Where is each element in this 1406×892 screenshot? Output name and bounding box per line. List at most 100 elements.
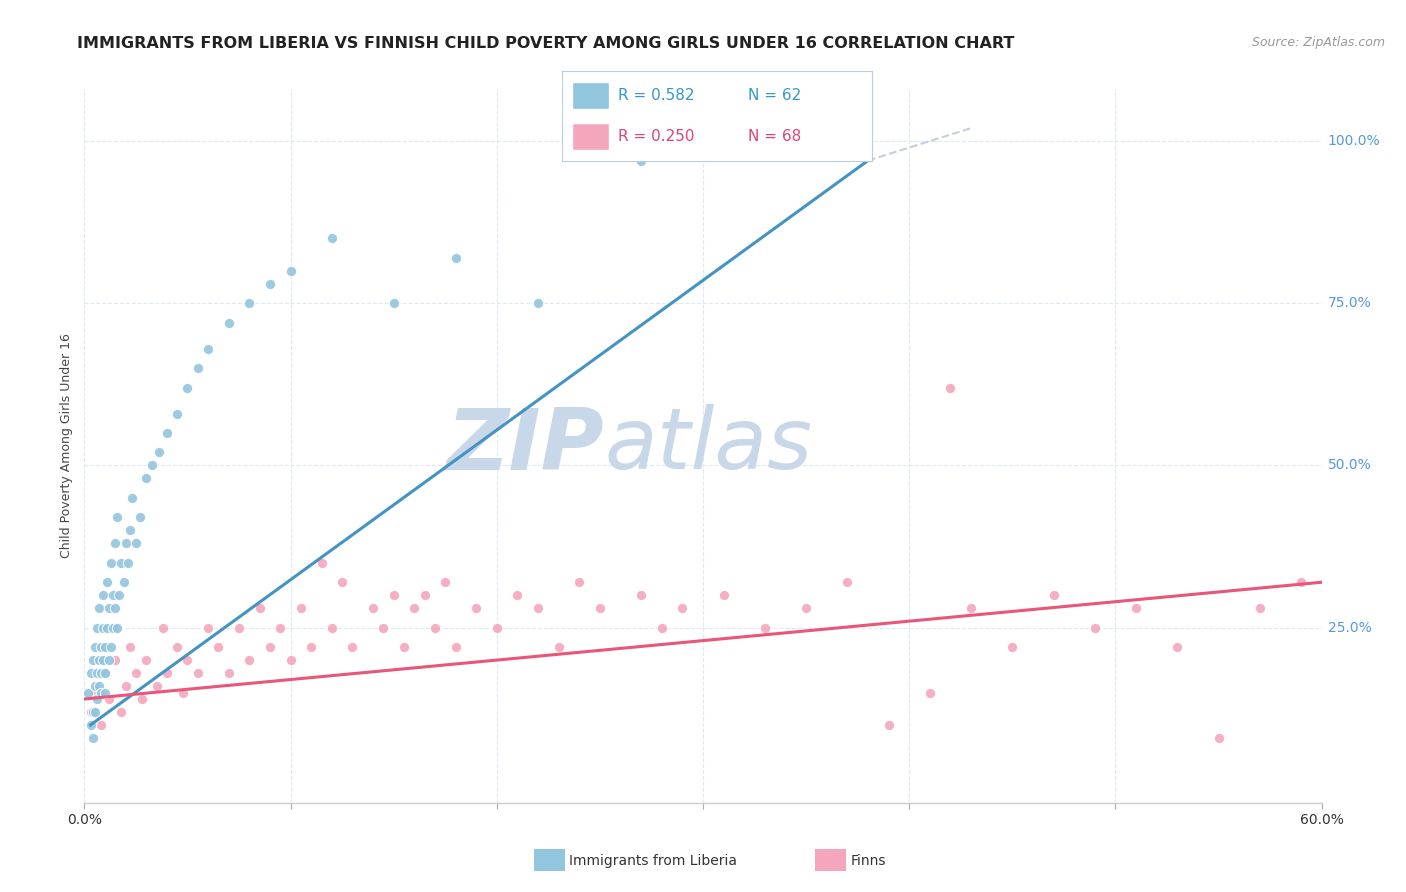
Point: [290, 601, 312, 615]
Point: [125, 536, 148, 550]
Point: [218, 316, 240, 330]
Point: [392, 640, 415, 654]
Point: [465, 601, 488, 615]
Point: [837, 575, 859, 590]
Point: [382, 588, 405, 602]
Point: [1042, 588, 1064, 602]
Point: [135, 471, 157, 485]
Point: [82, 705, 104, 719]
Point: [103, 588, 125, 602]
Text: ZIP: ZIP: [446, 404, 605, 488]
Point: [176, 653, 198, 667]
Point: [90, 718, 112, 732]
FancyBboxPatch shape: [572, 123, 609, 150]
Point: [90, 640, 112, 654]
Point: [98, 692, 121, 706]
Point: [187, 666, 209, 681]
Point: [527, 296, 550, 310]
Point: [630, 588, 652, 602]
Point: [228, 621, 250, 635]
Point: [98, 601, 121, 615]
Point: [110, 556, 132, 570]
Text: 25.0%: 25.0%: [1327, 621, 1372, 634]
Point: [82, 731, 104, 745]
Point: [90, 685, 112, 699]
Point: [87, 653, 110, 667]
Point: [141, 458, 163, 473]
Point: [547, 640, 569, 654]
Point: [630, 153, 652, 168]
Point: [121, 491, 143, 505]
Point: [79, 718, 101, 732]
Point: [960, 601, 983, 615]
Point: [342, 640, 364, 654]
Point: [423, 621, 446, 635]
Point: [91, 588, 114, 602]
Point: [249, 601, 271, 615]
Point: [125, 666, 148, 681]
Point: [156, 425, 179, 440]
Point: [207, 640, 229, 654]
Point: [135, 653, 157, 667]
Point: [87, 679, 110, 693]
Point: [259, 277, 281, 291]
Point: [100, 556, 122, 570]
Text: 100.0%: 100.0%: [1327, 134, 1381, 148]
Point: [86, 621, 108, 635]
Point: [1084, 621, 1107, 635]
Point: [83, 640, 105, 654]
Point: [104, 653, 127, 667]
Point: [172, 685, 194, 699]
Point: [166, 407, 188, 421]
Point: [671, 601, 693, 615]
Point: [485, 621, 508, 635]
Point: [918, 685, 941, 699]
Point: [94, 640, 117, 654]
Y-axis label: Child Poverty Among Girls Under 16: Child Poverty Among Girls Under 16: [60, 334, 73, 558]
Point: [104, 601, 127, 615]
Point: [197, 621, 219, 635]
Point: [98, 653, 121, 667]
Point: [506, 588, 529, 602]
Point: [83, 685, 105, 699]
Point: [131, 692, 153, 706]
Text: IMMIGRANTS FROM LIBERIA VS FINNISH CHILD POVERTY AMONG GIRLS UNDER 16 CORRELATIO: IMMIGRANTS FROM LIBERIA VS FINNISH CHILD…: [77, 36, 1015, 51]
Point: [152, 621, 174, 635]
Point: [83, 705, 105, 719]
Point: [117, 556, 139, 570]
Point: [104, 536, 127, 550]
Point: [299, 640, 322, 654]
Point: [77, 685, 100, 699]
Point: [91, 621, 114, 635]
Point: [112, 575, 135, 590]
Text: Source: ZipAtlas.com: Source: ZipAtlas.com: [1251, 36, 1385, 49]
Point: [156, 666, 179, 681]
Point: [105, 621, 128, 635]
Point: [100, 640, 122, 654]
Point: [444, 640, 467, 654]
Point: [105, 510, 128, 524]
Point: [110, 705, 132, 719]
Point: [1289, 575, 1312, 590]
Point: [382, 296, 405, 310]
Point: [1208, 731, 1230, 745]
Point: [79, 666, 101, 681]
FancyBboxPatch shape: [572, 82, 609, 109]
Point: [176, 381, 198, 395]
Point: [651, 621, 673, 635]
Point: [280, 653, 302, 667]
Point: [94, 685, 117, 699]
Point: [589, 601, 612, 615]
Point: [145, 679, 167, 693]
Point: [269, 621, 291, 635]
Point: [1166, 640, 1188, 654]
Point: [79, 705, 101, 719]
Point: [1125, 601, 1147, 615]
Point: [330, 575, 353, 590]
Text: Immigrants from Liberia: Immigrants from Liberia: [569, 854, 737, 868]
Point: [280, 264, 302, 278]
Point: [114, 679, 136, 693]
Text: N = 62: N = 62: [748, 88, 801, 103]
Point: [197, 342, 219, 356]
Text: R = 0.582: R = 0.582: [619, 88, 695, 103]
